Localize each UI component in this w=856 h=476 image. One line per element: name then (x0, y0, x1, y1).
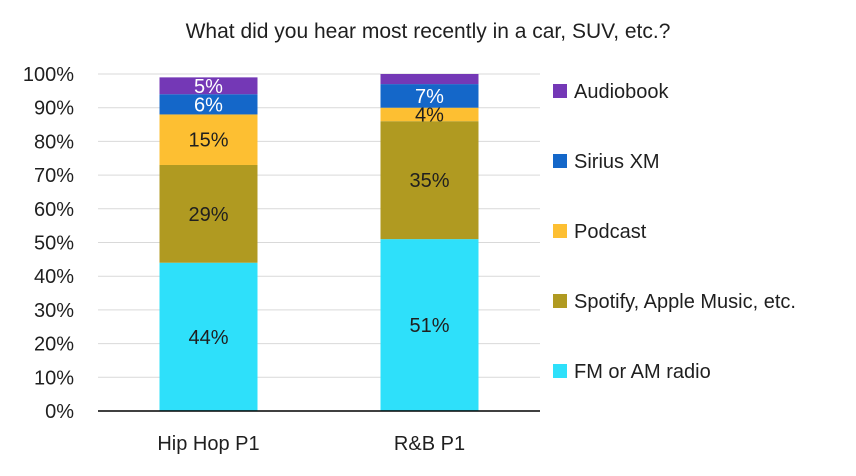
data-label: 44% (188, 327, 228, 349)
bar-segment (159, 114, 258, 165)
data-label: 5% (194, 76, 223, 98)
bar-segment (159, 94, 258, 115)
y-tick-label: 40% (34, 266, 74, 288)
x-tick-label: Hip Hop P1 (157, 433, 259, 455)
y-tick-label: 20% (34, 334, 74, 356)
bar-segment (159, 164, 258, 263)
bar-segment (380, 121, 479, 240)
legend-label: Audiobook (574, 81, 670, 103)
y-tick-label: 60% (34, 199, 74, 221)
legend-label: FM or AM radio (574, 361, 711, 383)
y-tick-label: 70% (34, 165, 74, 187)
data-label: 7% (415, 86, 444, 108)
y-tick-label: 90% (34, 98, 74, 120)
data-label: 6% (194, 94, 223, 116)
legend-swatch (553, 294, 567, 308)
legend-label: Podcast (574, 221, 647, 243)
legend-swatch (553, 84, 567, 98)
bar-segment (380, 239, 479, 411)
y-tick-label: 10% (34, 367, 74, 389)
legend-swatch (553, 224, 567, 238)
data-label: 15% (188, 130, 228, 152)
chart-title: What did you hear most recently in a car… (186, 20, 671, 43)
y-tick-label: 30% (34, 300, 74, 322)
legend: Audiobook Sirius XM Podcast Spotify, Apple … (553, 81, 796, 383)
y-tick-label: 80% (34, 131, 74, 153)
bar-segment (380, 74, 479, 85)
bar-segment (159, 262, 258, 411)
data-label: 29% (188, 204, 228, 226)
y-tick-label: 100% (23, 64, 74, 86)
y-tick-label: 50% (34, 233, 74, 255)
data-label: 4% (415, 104, 444, 126)
data-label: 51% (409, 315, 449, 337)
data-label: 35% (409, 170, 449, 192)
bar-segment (380, 107, 479, 122)
legend-swatch (553, 154, 567, 168)
axes: 0% 10% 20% 30% 40% 50% 60% 70% 80% 90% 100% Hip Hop… (23, 64, 540, 455)
bars (159, 74, 479, 411)
legend-label: Sirius XM (574, 151, 660, 173)
y-tick-label: 0% (45, 401, 74, 423)
legend-swatch (553, 364, 567, 378)
bar-segment (380, 84, 479, 108)
data-labels: 44% 29% 15% 6%5% 51% 35% 4%7% (188, 76, 449, 349)
x-tick-label: R&B P1 (394, 433, 465, 455)
legend-label: Spotify, Apple Music, etc. (574, 291, 796, 313)
bar-segment (159, 77, 258, 95)
